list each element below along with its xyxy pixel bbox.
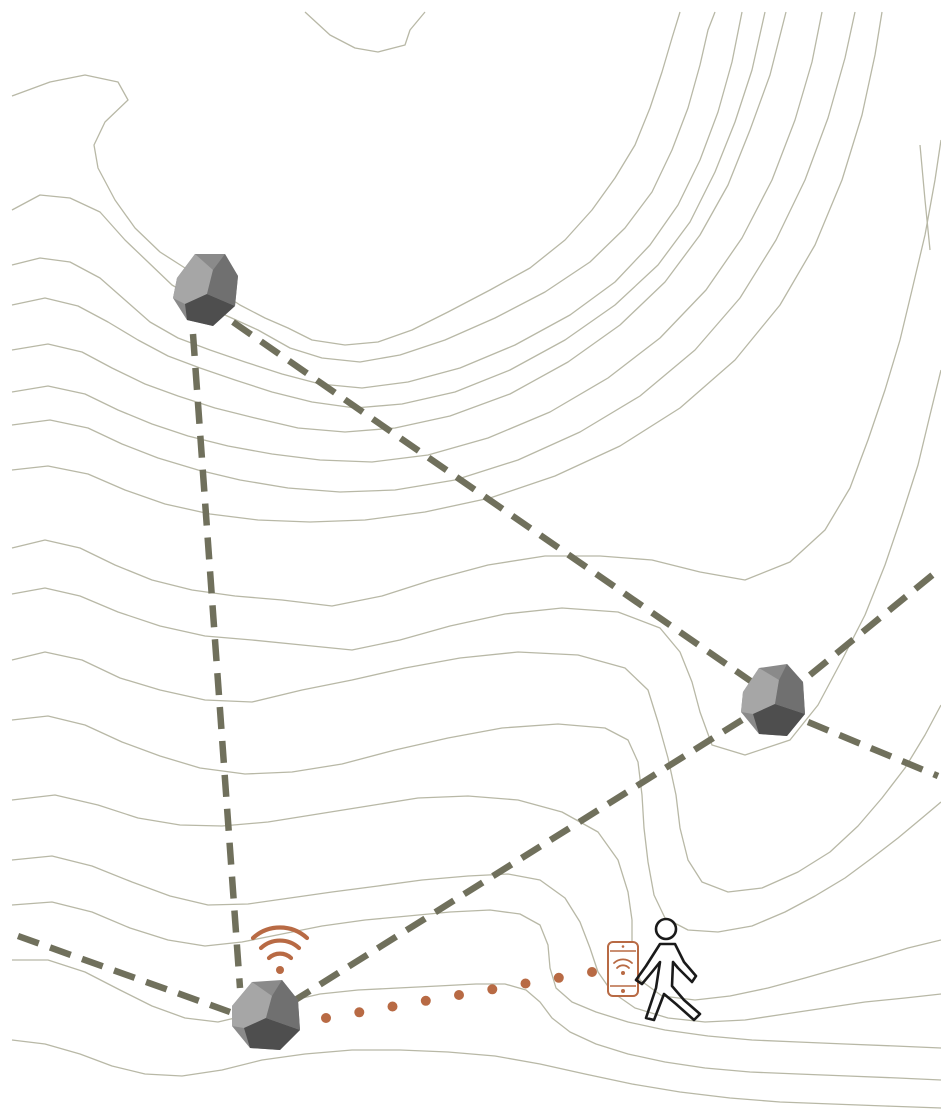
- rock-sensor-icon: [232, 980, 300, 1050]
- contour-line: [304, 11, 426, 53]
- wifi-signal-arc: [258, 938, 302, 951]
- wifi-signal-dot: [276, 966, 284, 974]
- contour-line: [11, 1039, 941, 1109]
- walker-head: [654, 917, 678, 941]
- contour-line: [11, 11, 743, 389]
- contour-line: [12, 959, 941, 1081]
- contour-line: [11, 855, 941, 1023]
- contour-line: [11, 651, 941, 893]
- rock-node-south: [232, 980, 300, 1050]
- contour-line: [11, 715, 941, 933]
- wireless-dot: [454, 990, 464, 1000]
- wifi-signal-arc: [266, 951, 294, 961]
- link-south-offmap-west: [16, 932, 232, 1016]
- walking-person-icon: [634, 917, 702, 1022]
- wireless-dot: [587, 967, 597, 977]
- phone-wifi-dot: [621, 971, 625, 975]
- contour-line: [11, 11, 823, 463]
- phone-home-button: [621, 989, 625, 993]
- rock-node-east: [741, 664, 805, 736]
- contour-line: [11, 11, 766, 409]
- contour-line: [11, 11, 716, 363]
- link-north-south: [189, 333, 244, 989]
- contour-line: [11, 901, 941, 1049]
- wireless-dot: [420, 995, 431, 1006]
- contour-line: [11, 369, 941, 756]
- wireless-dot: [553, 972, 564, 983]
- contour-line: [11, 794, 941, 1001]
- wireless-dot: [387, 1001, 398, 1012]
- contour-line: [11, 11, 681, 346]
- smartphone-wifi-icon: [607, 941, 639, 997]
- contour-line: [11, 11, 883, 523]
- contour-line: [11, 139, 941, 607]
- contour-line: [11, 11, 856, 493]
- link-east-south: [290, 717, 744, 1005]
- contour-line: [919, 144, 931, 251]
- link-east-offmap-southeast: [806, 718, 940, 780]
- wifi-signal-icon: [250, 925, 310, 974]
- phone-wifi-arc: [616, 964, 630, 969]
- rock-sensor-icon: [173, 254, 238, 326]
- contour-line: [11, 11, 787, 433]
- wireless-dot: [487, 984, 498, 995]
- wifi-signal-arc: [250, 925, 310, 941]
- wireless-dot: [354, 1007, 365, 1018]
- phone-wifi-arc: [613, 958, 633, 964]
- wireless-dot: [520, 978, 531, 989]
- walker-body: [634, 942, 702, 1022]
- link-east-offmap-northeast: [807, 565, 941, 678]
- contour-lines: [11, 11, 941, 1109]
- phone-camera: [621, 945, 625, 948]
- link-north-east: [231, 319, 754, 685]
- rock-sensor-icon: [741, 664, 805, 736]
- network-links: [16, 319, 941, 1016]
- rock-node-north: [173, 254, 238, 326]
- wireless-link-dots: [321, 967, 597, 1023]
- phone-body: [607, 941, 639, 997]
- wireless-dot: [321, 1013, 331, 1023]
